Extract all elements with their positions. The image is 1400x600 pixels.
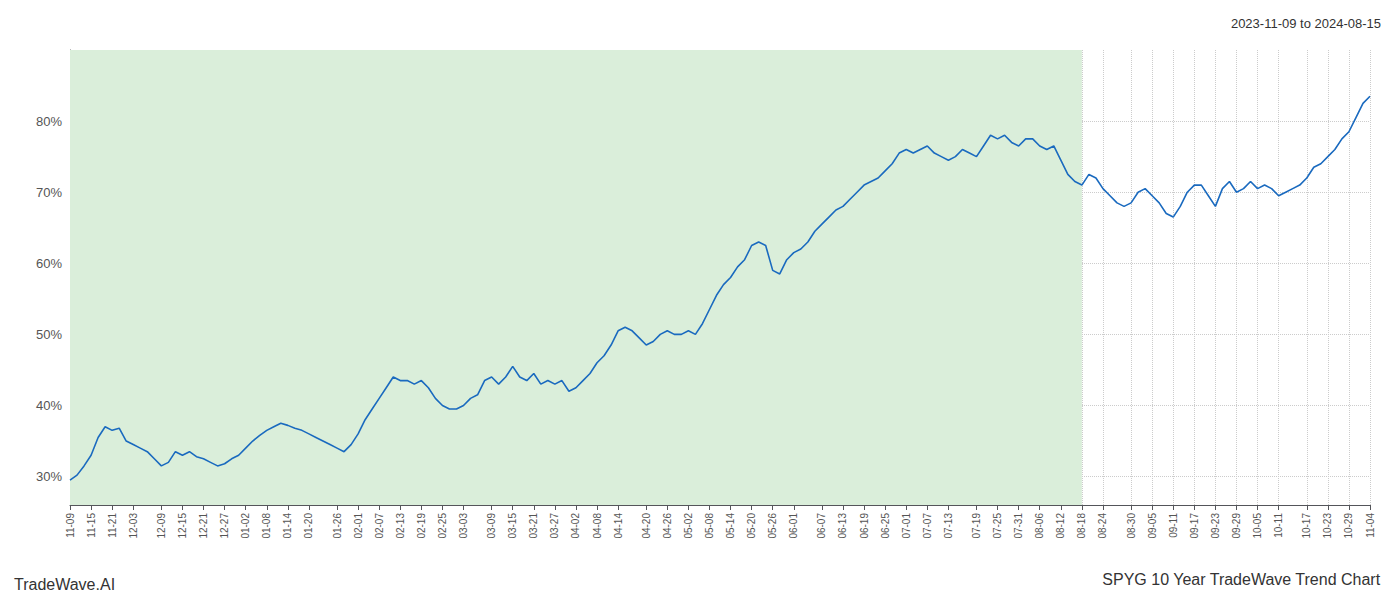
svg-text:01-08: 01-08: [261, 513, 272, 539]
svg-text:08-24: 08-24: [1097, 513, 1108, 539]
svg-text:01-14: 01-14: [282, 513, 293, 539]
svg-text:02-13: 02-13: [395, 513, 406, 539]
svg-text:06-25: 06-25: [880, 513, 891, 539]
svg-text:11-15: 11-15: [86, 513, 97, 538]
svg-text:10-17: 10-17: [1301, 513, 1312, 539]
svg-text:SPYG 10 Year TradeWave Trend C: SPYG 10 Year TradeWave Trend Chart: [1102, 571, 1380, 588]
svg-text:08-30: 08-30: [1126, 513, 1137, 539]
svg-text:60%: 60%: [36, 256, 62, 271]
svg-text:10-11: 10-11: [1273, 513, 1284, 538]
svg-text:80%: 80%: [36, 114, 62, 129]
svg-text:03-27: 03-27: [549, 513, 560, 539]
svg-text:09-17: 09-17: [1189, 513, 1200, 539]
svg-text:04-20: 04-20: [641, 513, 652, 539]
svg-text:09-11: 09-11: [1168, 513, 1179, 538]
svg-text:03-15: 03-15: [507, 513, 518, 539]
svg-text:08-06: 08-06: [1034, 513, 1045, 539]
svg-text:07-01: 07-01: [901, 513, 912, 539]
svg-text:01-26: 01-26: [332, 513, 343, 539]
svg-text:12-03: 12-03: [128, 513, 139, 539]
svg-text:05-14: 05-14: [725, 513, 736, 539]
svg-text:07-19: 07-19: [971, 513, 982, 539]
svg-text:05-20: 05-20: [746, 513, 757, 539]
svg-text:04-14: 04-14: [613, 513, 624, 539]
svg-text:08-12: 08-12: [1055, 513, 1066, 539]
svg-text:07-07: 07-07: [922, 513, 933, 539]
svg-text:03-21: 03-21: [528, 513, 539, 539]
svg-text:04-08: 04-08: [592, 513, 603, 539]
svg-text:11-04: 11-04: [1365, 513, 1376, 538]
svg-text:07-13: 07-13: [943, 513, 954, 539]
svg-text:06-13: 06-13: [837, 513, 848, 539]
svg-text:10-29: 10-29: [1343, 513, 1354, 539]
svg-text:02-01: 02-01: [353, 513, 364, 539]
svg-text:10-23: 10-23: [1322, 513, 1333, 539]
svg-text:70%: 70%: [36, 185, 62, 200]
svg-text:05-02: 05-02: [683, 513, 694, 539]
svg-text:09-29: 09-29: [1231, 513, 1242, 539]
svg-text:03-09: 03-09: [486, 513, 497, 539]
svg-text:04-26: 04-26: [662, 513, 673, 539]
svg-text:12-27: 12-27: [219, 513, 230, 539]
svg-text:11-09: 11-09: [65, 513, 76, 538]
svg-text:03-03: 03-03: [458, 513, 469, 539]
svg-text:2023-11-09 to 2024-08-15: 2023-11-09 to 2024-08-15: [1231, 16, 1381, 31]
svg-text:06-19: 06-19: [859, 513, 870, 539]
svg-text:50%: 50%: [36, 327, 62, 342]
svg-text:06-07: 06-07: [816, 513, 827, 539]
svg-text:30%: 30%: [36, 469, 62, 484]
svg-text:12-15: 12-15: [177, 513, 188, 539]
svg-text:04-02: 04-02: [570, 513, 581, 539]
svg-text:06-01: 06-01: [788, 513, 799, 539]
svg-text:08-18: 08-18: [1076, 513, 1087, 539]
svg-text:40%: 40%: [36, 398, 62, 413]
svg-text:12-21: 12-21: [198, 513, 209, 539]
svg-text:05-08: 05-08: [704, 513, 715, 539]
svg-text:07-31: 07-31: [1013, 513, 1024, 539]
svg-text:02-25: 02-25: [437, 513, 448, 539]
svg-text:10-05: 10-05: [1252, 513, 1263, 539]
svg-text:01-20: 01-20: [303, 513, 314, 539]
svg-text:02-19: 02-19: [416, 513, 427, 539]
svg-text:07-25: 07-25: [992, 513, 1003, 539]
svg-text:05-26: 05-26: [767, 513, 778, 539]
svg-text:09-05: 09-05: [1147, 513, 1158, 539]
svg-text:TradeWave.AI: TradeWave.AI: [14, 576, 115, 593]
svg-text:09-23: 09-23: [1210, 513, 1221, 539]
svg-text:11-21: 11-21: [107, 513, 118, 538]
svg-text:02-07: 02-07: [374, 513, 385, 539]
svg-text:01-02: 01-02: [240, 513, 251, 539]
svg-text:12-09: 12-09: [156, 513, 167, 539]
